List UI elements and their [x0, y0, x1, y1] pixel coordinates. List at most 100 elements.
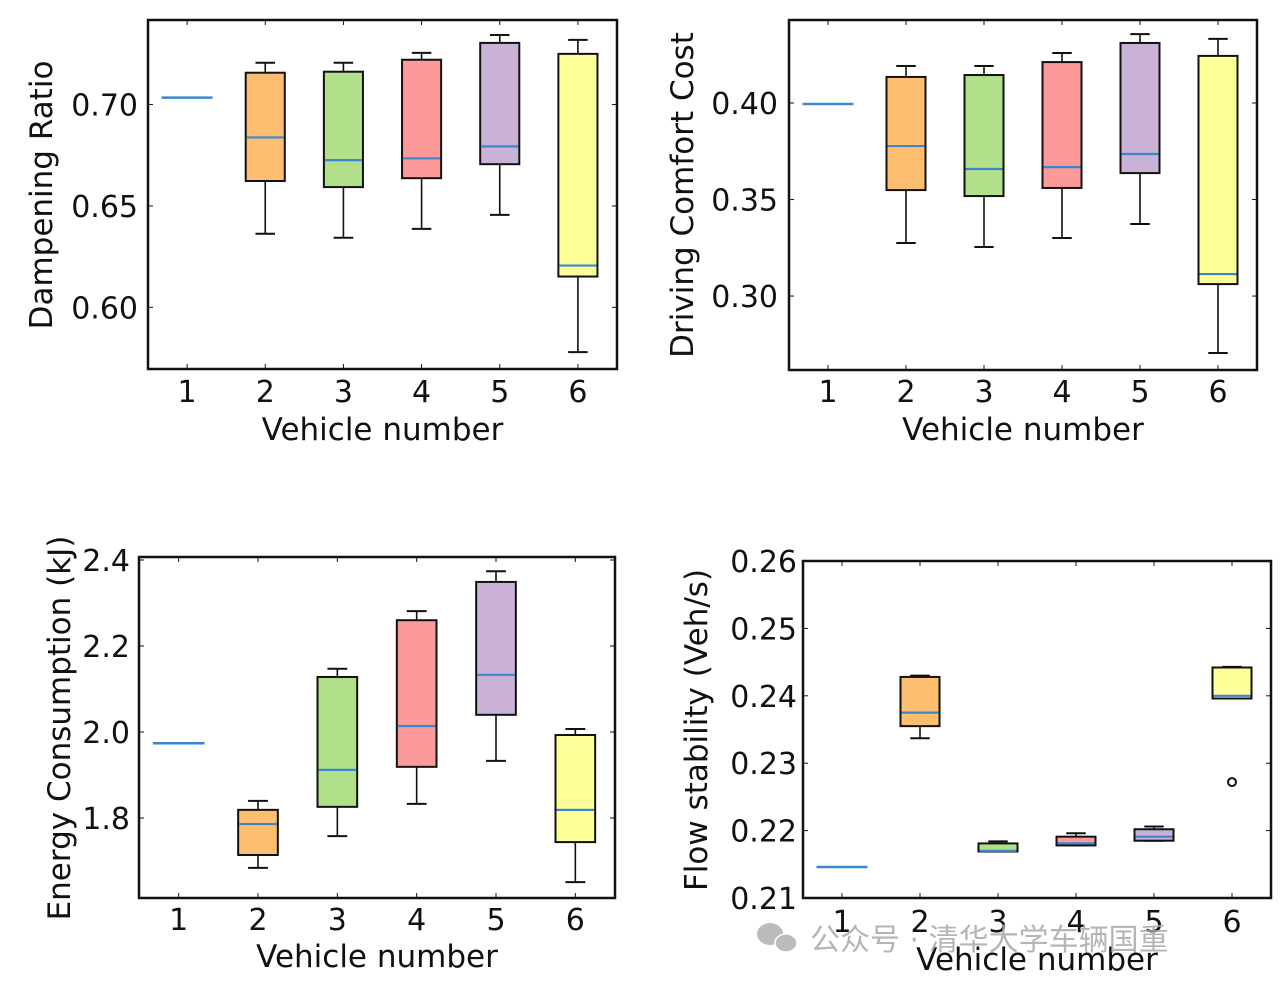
box-vehicle-6: [557, 38, 599, 354]
iqr-box: [479, 41, 521, 166]
plot-frame: [146, 18, 619, 371]
y-tick-label: 2.4: [82, 544, 130, 579]
subplot-3: 1.8 2.0 2.2 2.4 1 2 3 4 5 6 Vehicle number Energy C…: [42, 536, 617, 975]
box-vehicle-4: [401, 51, 443, 230]
box-vehicle-5: [475, 570, 517, 762]
outlier-point: [1227, 777, 1237, 788]
iqr-box: [554, 734, 597, 844]
x-tick-label: 3: [974, 375, 993, 410]
y-tick-label: 0.25: [730, 612, 797, 647]
y-tick-label: 0.30: [711, 280, 778, 315]
iqr-box: [244, 71, 286, 183]
y-tick-label: 0.60: [71, 291, 138, 326]
x-tick-label: 6: [566, 903, 585, 938]
x-tick-label: 3: [328, 903, 347, 938]
y-tick-label: 0.40: [711, 87, 778, 122]
x-tick-label: 2: [256, 375, 275, 410]
y-tick-label: 0.23: [730, 747, 797, 782]
iqr-box: [401, 58, 443, 180]
plot-frame: [801, 559, 1273, 900]
x-tick-label: 5: [486, 903, 505, 938]
iqr-box: [237, 808, 279, 856]
box-vehicle-6: [1211, 665, 1253, 788]
iqr-box: [1211, 666, 1253, 700]
iqr-box: [885, 75, 927, 192]
y-tick-label: 2.2: [82, 630, 130, 665]
y-axis-label: Flow stability (Veh/s): [679, 569, 715, 891]
x-tick-label: 4: [1052, 375, 1071, 410]
x-axis-label: Vehicle number: [916, 942, 1158, 978]
box-vehicle-6: [1197, 37, 1239, 355]
box-vehicle-5: [1133, 825, 1175, 842]
box-vehicle-4: [1041, 52, 1083, 239]
x-axis-label: Vehicle number: [902, 412, 1144, 448]
box-vehicle-4: [395, 610, 438, 805]
box-vehicle-6: [554, 728, 597, 884]
x-tick-label: 6: [1208, 375, 1227, 410]
iqr-box: [395, 619, 438, 768]
iqr-box: [322, 70, 364, 189]
x-tick-label: 2: [248, 903, 267, 938]
iqr-box: [963, 74, 1005, 198]
x-tick-label: 4: [1066, 905, 1085, 940]
wechat-bubble-small: [774, 933, 798, 953]
x-tick-label: 2: [910, 905, 929, 940]
iqr-box: [1041, 61, 1083, 189]
iqr-box: [1119, 41, 1161, 175]
y-tick-label: 2.0: [82, 716, 130, 751]
box-vehicle-3: [977, 840, 1019, 853]
x-tick-label: 5: [490, 375, 509, 410]
iqr-box: [475, 580, 517, 716]
iqr-box: [316, 675, 359, 808]
iqr-box: [1133, 828, 1175, 842]
watermark-text: 公众号 · 清华大学车辆国重: [810, 923, 1169, 958]
y-tick-label: 0.70: [71, 89, 138, 124]
x-tick-label: 4: [407, 903, 426, 938]
x-axis-label: Vehicle number: [256, 939, 498, 975]
y-axis-label: Energy Consumption (kJ): [42, 536, 78, 921]
wechat-icon: [757, 923, 798, 953]
watermark: 公众号 · 清华大学车辆国重: [757, 923, 1169, 958]
x-tick-label: 1: [832, 905, 851, 940]
iqr-box: [899, 675, 941, 728]
box-vehicle-4: [1055, 832, 1097, 847]
y-tick-label: 0.26: [730, 545, 797, 580]
x-tick-label: 1: [178, 375, 197, 410]
x-tick-label: 6: [1222, 905, 1241, 940]
x-tick-label: 6: [568, 375, 587, 410]
y-tick-label: 0.24: [730, 680, 797, 715]
box-vehicle-5: [1119, 33, 1161, 226]
x-tick-label: 5: [1130, 375, 1149, 410]
y-tick-label: 0.21: [730, 882, 797, 917]
y-axis-label: Driving Comfort Cost: [665, 32, 701, 358]
box-vehicle-3: [963, 64, 1005, 249]
x-tick-label: 1: [818, 375, 837, 410]
box-vehicle-2: [244, 61, 286, 235]
subplot-1: 0.60 0.65 0.70 1 2 3 4 5 6 Vehicle number Dampenin…: [24, 18, 619, 448]
iqr-box: [1197, 54, 1239, 286]
x-tick-label: 1: [169, 903, 188, 938]
box-vehicle-3: [316, 667, 359, 838]
subplot-4: 0.21 0.22 0.23 0.24 0.25 0.26 1 2 3 4 5 6 Vehicle nu…: [679, 545, 1273, 978]
x-axis-label: Vehicle number: [262, 412, 504, 448]
x-tick-label: 2: [896, 375, 915, 410]
y-axis-label: Dampening Ratio: [24, 61, 60, 330]
box-vehicle-2: [885, 64, 927, 244]
box-vehicle-3: [322, 61, 364, 239]
y-tick-label: 0.35: [711, 184, 778, 219]
x-tick-label: 3: [988, 905, 1007, 940]
y-tick-label: 0.65: [71, 190, 138, 225]
box-vehicle-5: [479, 34, 521, 216]
box-vehicle-2: [899, 674, 941, 740]
x-tick-label: 5: [1144, 905, 1163, 940]
y-tick-label: 0.22: [730, 815, 797, 850]
plot-frame: [787, 18, 1259, 372]
plot-frame: [137, 555, 617, 900]
y-tick-label: 1.8: [82, 802, 130, 837]
x-tick-label: 3: [334, 375, 353, 410]
x-tick-label: 4: [412, 375, 431, 410]
iqr-box: [557, 52, 599, 278]
box-vehicle-2: [237, 799, 279, 869]
iqr-box: [1055, 835, 1097, 847]
